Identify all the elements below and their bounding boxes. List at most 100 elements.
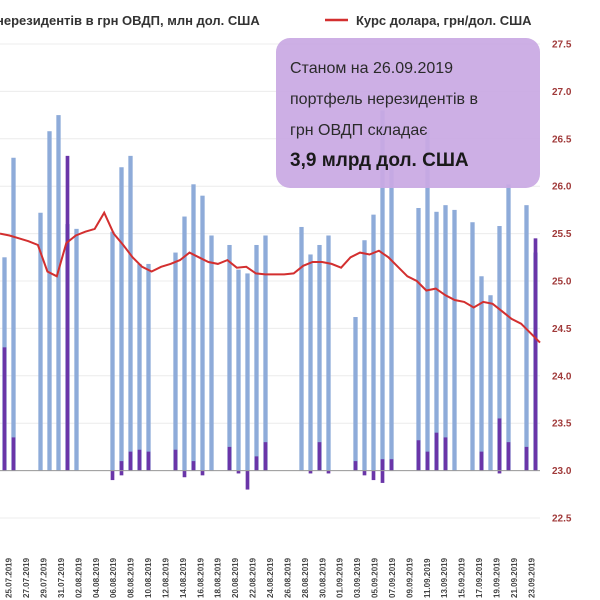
- right-axis-tick: 27.0: [552, 87, 572, 98]
- bar-dark: [119, 461, 124, 471]
- bar-dark: [326, 470, 331, 474]
- bar-light: [524, 205, 529, 471]
- bar-light: [452, 209, 457, 471]
- bar-dark: [416, 440, 421, 471]
- x-tick-label: 09.09.2019: [405, 557, 414, 598]
- bar-light: [434, 211, 439, 471]
- x-tick-label: 11.09.2019: [423, 558, 432, 598]
- bar-dark: [317, 442, 322, 471]
- bar-dark: [479, 451, 484, 471]
- bar-light: [146, 263, 151, 471]
- right-axis-tick: 23.5: [552, 419, 572, 430]
- bar-light: [236, 269, 241, 471]
- x-tick-label: 18.08.2019: [214, 557, 223, 598]
- bar-light: [38, 212, 43, 471]
- bar-dark: [173, 449, 178, 471]
- legend-bars-label: нерезидентів в грн ОВДП, млн дол. США: [0, 13, 260, 28]
- x-tick-label: 21.09.2019: [510, 557, 519, 598]
- bar-light: [362, 240, 367, 471]
- x-tick-label: 27.07.2019: [22, 557, 31, 598]
- callout-line-3: грн ОВДП складає: [290, 122, 427, 139]
- bar-light: [191, 184, 196, 471]
- bar-dark: [389, 459, 394, 471]
- x-tick-label: 05.09.2019: [371, 557, 380, 598]
- bar-light: [425, 129, 430, 471]
- x-tick-label: 19.09.2019: [493, 557, 502, 598]
- bar-light: [299, 226, 304, 471]
- right-axis-tick: 26.5: [552, 134, 572, 145]
- bar-light: [443, 205, 448, 471]
- right-axis: 22.5 23.0 23.5 24.0 24.5 25.0 25.5 26.0 26.5 27.0…: [552, 40, 572, 525]
- bar-light: [263, 235, 268, 471]
- bar-light: [353, 317, 358, 471]
- bar-light: [200, 195, 205, 471]
- bar-light: [56, 115, 61, 471]
- x-tick-label: 29.07.2019: [40, 557, 49, 598]
- x-tick-label: 25.07.2019: [5, 557, 14, 598]
- bar-dark: [506, 442, 511, 471]
- bars-light-series: [2, 110, 538, 471]
- bar-dark: [371, 470, 376, 481]
- bar-dark: [200, 470, 205, 476]
- bar-dark: [137, 449, 142, 471]
- bar-light: [497, 226, 502, 471]
- right-axis-tick: 26.0: [552, 182, 572, 193]
- x-tick-label: 15.09.2019: [458, 557, 467, 598]
- bar-light: [326, 235, 331, 471]
- bar-light: [506, 184, 511, 471]
- bar-light: [389, 162, 394, 471]
- bar-dark: [263, 442, 268, 471]
- x-tick-label: 22.08.2019: [249, 557, 258, 598]
- x-tick-label: 17.09.2019: [475, 557, 484, 598]
- x-tick-label: 16.08.2019: [196, 557, 205, 598]
- x-tick-label: 13.09.2019: [440, 557, 449, 598]
- x-tick-label: 31.07.2019: [57, 557, 66, 598]
- callout-background: [276, 38, 540, 188]
- bar-dark: [443, 437, 448, 471]
- bar-dark: [65, 155, 70, 471]
- x-tick-label: 30.08.2019: [318, 557, 327, 598]
- bar-light: [245, 273, 250, 471]
- right-axis-tick: 27.5: [552, 40, 572, 51]
- right-axis-tick: 24.0: [552, 371, 572, 382]
- x-tick-label: 02.08.2019: [74, 557, 83, 598]
- bars-dark-series: [2, 155, 538, 490]
- bar-dark: [533, 238, 538, 471]
- callout-line-1: Станом на 26.09.2019: [290, 60, 453, 77]
- x-tick-label: 10.08.2019: [144, 557, 153, 598]
- x-tick-label: 07.09.2019: [388, 557, 397, 598]
- bar-dark: [110, 470, 115, 481]
- bar-light: [74, 228, 79, 471]
- bar-dark: [254, 456, 259, 471]
- legend-line-label: Курс долара, грн/дол. США: [356, 13, 532, 28]
- bar-dark: [236, 470, 241, 474]
- bar-light: [110, 231, 115, 471]
- bar-light: [317, 244, 322, 471]
- legend: нерезидентів в грн ОВДП, млн дол. США Ку…: [0, 13, 532, 28]
- bar-light: [11, 157, 16, 471]
- bar-dark: [497, 418, 502, 471]
- callout-line-2: портфель нерезидентів в: [290, 91, 478, 108]
- right-axis-tick: 25.5: [552, 229, 572, 240]
- x-tick-label: 04.08.2019: [92, 557, 101, 598]
- bar-light: [182, 216, 187, 471]
- bar-light: [47, 131, 52, 471]
- x-tick-label: 26.08.2019: [283, 557, 292, 598]
- bar-dark: [524, 446, 529, 471]
- x-tick-label: 24.08.2019: [266, 557, 275, 598]
- bar-dark: [11, 437, 16, 471]
- bar-dark: [191, 461, 196, 471]
- x-axis: 25.07.2019 27.07.2019 29.07.2019 31.07.2019…: [5, 557, 537, 598]
- bar-dark: [380, 470, 385, 483]
- bar-light: [416, 208, 421, 471]
- x-tick-label: 28.08.2019: [301, 557, 310, 598]
- bar-dark: [119, 470, 124, 476]
- bar-dark: [146, 451, 151, 471]
- bar-light: [137, 263, 142, 471]
- x-tick-label: 01.09.2019: [336, 557, 345, 598]
- right-axis-tick: 23.0: [552, 466, 572, 477]
- x-tick-label: 08.08.2019: [127, 557, 136, 598]
- x-tick-label: 12.08.2019: [162, 557, 171, 598]
- x-tick-label: 20.08.2019: [231, 557, 240, 598]
